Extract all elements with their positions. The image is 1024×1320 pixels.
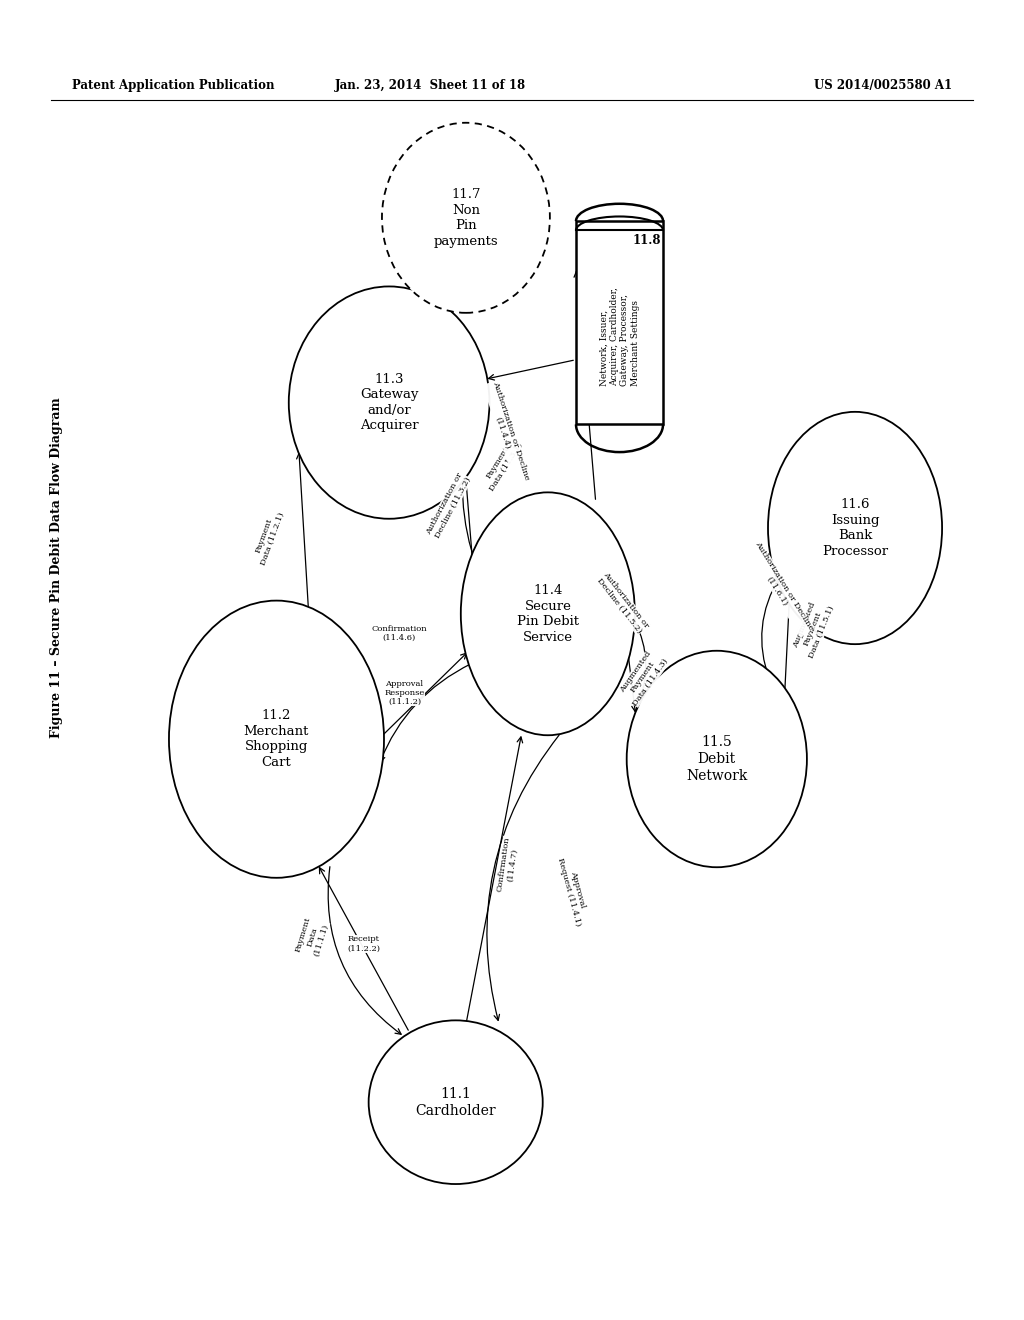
Ellipse shape xyxy=(768,412,942,644)
Text: 11.8: 11.8 xyxy=(633,235,662,247)
Text: Receipt
(11.2.2): Receipt (11.2.2) xyxy=(347,935,380,953)
Text: 11.2
Merchant
Shopping
Cart: 11.2 Merchant Shopping Cart xyxy=(244,709,309,770)
Text: Network, Issuer,
Acquirer, Cardholder,
Gateway, Processor,
Merchant Settings: Network, Issuer, Acquirer, Cardholder, G… xyxy=(599,288,640,385)
Text: 11.4
Secure
Pin Debit
Service: 11.4 Secure Pin Debit Service xyxy=(517,583,579,644)
Ellipse shape xyxy=(369,1020,543,1184)
Text: Augmented
Payment
Data (11.5.1): Augmented Payment Data (11.5.1) xyxy=(791,598,836,659)
Text: Authorization or Decline
(11.6.1): Authorization or Decline (11.6.1) xyxy=(745,540,815,638)
Ellipse shape xyxy=(461,492,635,735)
Ellipse shape xyxy=(289,286,489,519)
Text: Authorization or
Decline (11.5.2): Authorization or Decline (11.5.2) xyxy=(595,570,650,636)
Text: 11.6
Issuing
Bank
Processor: 11.6 Issuing Bank Processor xyxy=(822,498,888,558)
Text: Payment
Data (11.3.1): Payment Data (11.3.1) xyxy=(479,437,524,492)
Ellipse shape xyxy=(169,601,384,878)
Text: 11.3
Gateway
and/or
Acquirer: 11.3 Gateway and/or Acquirer xyxy=(359,372,419,433)
Text: Confirmation
(11.4.6): Confirmation (11.4.6) xyxy=(372,624,427,643)
Text: Patent Application Publication: Patent Application Publication xyxy=(72,79,274,92)
Text: Confirmation
(11.4.7): Confirmation (11.4.7) xyxy=(496,836,520,894)
Ellipse shape xyxy=(627,651,807,867)
Text: 11.7
Non
Pin
payments: 11.7 Non Pin payments xyxy=(433,187,499,248)
Text: 11.1
Cardholder: 11.1 Cardholder xyxy=(416,1086,496,1118)
Text: Jan. 23, 2014  Sheet 11 of 18: Jan. 23, 2014 Sheet 11 of 18 xyxy=(335,79,525,92)
Text: Payment
Data (11.2.1): Payment Data (11.2.1) xyxy=(251,508,286,566)
Text: Authorization or
Decline (11.3.2): Authorization or Decline (11.3.2) xyxy=(425,471,472,540)
Text: Authorization or Decline
(11.4.4): Authorization or Decline (11.4.4) xyxy=(482,380,531,483)
Text: Figure 11 – Secure Pin Debit Data Flow Diagram: Figure 11 – Secure Pin Debit Data Flow D… xyxy=(50,397,62,738)
Text: Payment
Data
(11.1.1): Payment Data (11.1.1) xyxy=(294,916,331,958)
Text: 11.5
Debit
Network: 11.5 Debit Network xyxy=(686,735,748,783)
Ellipse shape xyxy=(382,123,550,313)
FancyBboxPatch shape xyxy=(575,220,664,425)
Text: Approval
Response
(11.1.2): Approval Response (11.1.2) xyxy=(384,680,425,706)
Text: US 2014/0025580 A1: US 2014/0025580 A1 xyxy=(814,79,952,92)
Text: Augmented
Payment
Data (11.4.3): Augmented Payment Data (11.4.3) xyxy=(616,647,670,708)
Text: Approval
Request (11.4.1): Approval Request (11.4.1) xyxy=(556,855,591,927)
